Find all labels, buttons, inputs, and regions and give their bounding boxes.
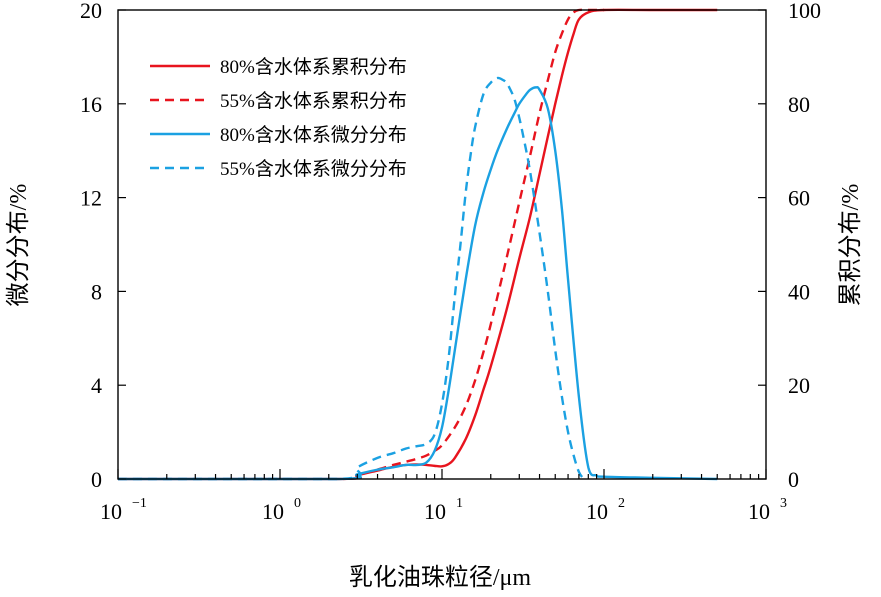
y-left-axis-title: 微分分布/% <box>5 184 32 307</box>
legend-label-3: 80%含水体系微分分布 <box>220 124 407 146</box>
y-right-tick-label: 40 <box>788 279 810 304</box>
y-left-tick-label: 8 <box>91 279 102 304</box>
x-tick-label: 10 <box>424 499 446 524</box>
series-line-2 <box>117 8 604 481</box>
x-tick-label: 10 <box>262 499 284 524</box>
legend-label-1: 80%含水体系累积分布 <box>220 56 407 78</box>
y-right-tick-label: 100 <box>788 0 821 23</box>
x-axis-title: 乳化油珠粒径/μm <box>349 564 532 591</box>
y-right-tick-label: 0 <box>788 467 799 492</box>
y-right-axis-title: 累积分布/% <box>837 184 864 307</box>
series-line-1 <box>117 8 718 481</box>
y-left-tick-label: 4 <box>91 373 102 398</box>
x-tick-label: 10 <box>586 499 608 524</box>
y-left-tick-label: 16 <box>80 92 102 117</box>
legend-label-2: 55%含水体系累积分布 <box>220 90 407 112</box>
x-tick-exponent: 2 <box>618 496 625 511</box>
x-tick-label: 10 <box>748 499 770 524</box>
y-left-tick-label: 20 <box>80 0 102 23</box>
series-line-4 <box>117 76 585 481</box>
y-right-tick-label: 80 <box>788 92 810 117</box>
x-tick-exponent: 0 <box>294 496 301 511</box>
y-right-tick-label: 60 <box>788 186 810 211</box>
legend-label-4: 55%含水体系微分分布 <box>220 158 407 180</box>
y-left-tick-label: 12 <box>80 186 102 211</box>
x-tick-exponent: −1 <box>132 496 147 511</box>
legend: 80%含水体系累积分布 55%含水体系累积分布 80%含水体系微分分布 55%含水体系… <box>150 56 407 180</box>
y-left-tick-label: 0 <box>91 467 102 492</box>
series-line-3 <box>117 86 718 481</box>
y-right-tick-label: 20 <box>788 373 810 398</box>
x-tick-exponent: 3 <box>780 496 787 511</box>
series-layer <box>117 8 718 481</box>
x-tick-exponent: 1 <box>456 496 463 511</box>
x-tick-label: 10 <box>100 499 122 524</box>
